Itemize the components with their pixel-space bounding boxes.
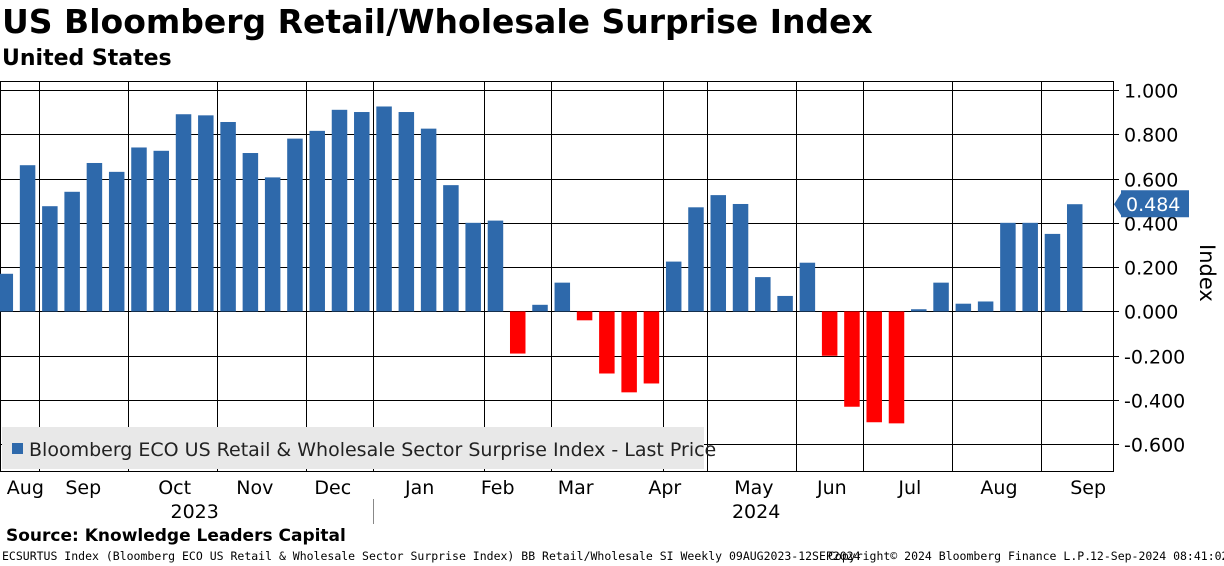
bar — [844, 311, 860, 407]
bar — [443, 185, 459, 312]
x-month-label: Sep — [65, 477, 101, 499]
bar — [977, 301, 994, 312]
bar — [1066, 204, 1083, 312]
y-tick-label: -0.600 — [1124, 435, 1185, 457]
x-month-label: Jan — [404, 477, 434, 499]
legend-label: Bloomberg ECO US Retail & Wholesale Sect… — [29, 439, 716, 461]
x-month-label: May — [734, 477, 773, 499]
x-month-label: Aug — [980, 477, 1017, 499]
bar — [1044, 233, 1061, 312]
chart-title: US Bloomberg Retail/Wholesale Surprise I… — [2, 2, 873, 41]
bar — [911, 309, 927, 312]
bar — [888, 311, 905, 424]
last-value-label: 0.484 — [1126, 194, 1180, 216]
x-year-label: 2023 — [171, 501, 219, 523]
bar — [554, 282, 571, 312]
bar — [264, 177, 281, 312]
x-month-label: Sep — [1070, 477, 1106, 499]
bar — [131, 147, 147, 312]
y-tick-label: -0.400 — [1124, 391, 1185, 413]
last-value-badge — [1114, 190, 1189, 218]
y-axis-label: Index — [1195, 244, 1219, 302]
bar — [866, 311, 882, 423]
bar — [242, 153, 259, 312]
y-tick-label: 0.800 — [1124, 125, 1178, 147]
bar — [643, 311, 660, 384]
bar — [153, 150, 170, 312]
bar — [755, 277, 771, 312]
bar — [331, 109, 348, 312]
bar — [955, 303, 972, 312]
x-month-label: Apr — [648, 477, 681, 499]
bar — [777, 295, 793, 312]
x-month-label: Jun — [816, 477, 847, 499]
bar — [220, 121, 236, 312]
y-tick-label: 1.000 — [1124, 81, 1178, 103]
legend-box — [2, 427, 704, 469]
chart-subtitle: United States — [2, 46, 172, 71]
bar — [64, 191, 80, 312]
y-tick-label: 0.200 — [1124, 258, 1178, 280]
x-month-label: Feb — [481, 477, 515, 499]
y-tick-label: 0.600 — [1124, 170, 1178, 192]
bar — [599, 311, 615, 374]
y-tick-label: -0.200 — [1124, 347, 1185, 369]
bar — [509, 311, 526, 354]
bar — [287, 138, 303, 312]
x-year-label: 2024 — [732, 501, 780, 523]
footer-timestamp: 12-Sep-2024 08:41:02 — [1090, 549, 1224, 563]
bar — [821, 311, 838, 356]
bar — [175, 114, 192, 312]
x-month-label: Aug — [7, 477, 44, 499]
bar — [42, 206, 58, 312]
bar — [0, 273, 14, 312]
bar — [710, 195, 727, 312]
y-tick-label: 0.400 — [1124, 214, 1178, 236]
bar — [1022, 222, 1038, 312]
bar — [354, 112, 370, 312]
bar — [1000, 222, 1016, 312]
bar — [576, 311, 593, 321]
x-month-label: Jul — [897, 477, 921, 499]
y-tick-label: 0.000 — [1124, 302, 1178, 324]
bar — [376, 106, 392, 312]
bar — [198, 115, 214, 312]
bar — [420, 128, 437, 312]
footer-description: ECSURTUS Index (Bloomberg ECO US Retail … — [2, 549, 861, 563]
bar — [487, 220, 504, 312]
x-month-label: Dec — [314, 477, 351, 499]
bar — [665, 261, 682, 312]
bar — [398, 112, 415, 312]
bar — [933, 282, 949, 312]
legend-swatch — [12, 443, 23, 454]
footer-copyright: Copyright© 2024 Bloomberg Finance L.P. — [828, 549, 1092, 563]
bar — [108, 171, 125, 312]
x-month-label: Oct — [158, 477, 191, 499]
bar — [532, 304, 548, 312]
bar — [799, 262, 816, 312]
source-note: Source: Knowledge Leaders Capital — [6, 526, 346, 546]
x-month-label: Mar — [558, 477, 594, 499]
bar — [688, 207, 704, 312]
bar — [621, 311, 637, 393]
bar — [732, 203, 749, 312]
x-month-label: Nov — [236, 477, 273, 499]
bar — [309, 130, 325, 312]
bar — [19, 165, 36, 312]
bar — [86, 162, 103, 312]
bar — [465, 222, 481, 312]
